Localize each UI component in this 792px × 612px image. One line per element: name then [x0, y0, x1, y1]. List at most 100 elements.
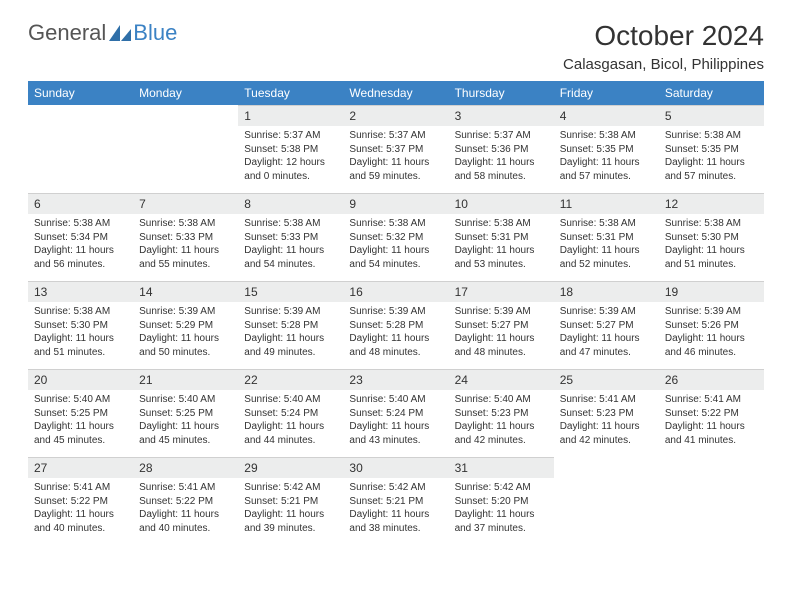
- day-header: Tuesday: [238, 81, 343, 105]
- day-number: 13: [28, 281, 133, 302]
- brand-text-general: General: [28, 20, 106, 46]
- day-number: 4: [554, 105, 659, 126]
- day-number: 25: [554, 369, 659, 390]
- day-content: Sunrise: 5:38 AMSunset: 5:31 PMDaylight:…: [449, 214, 554, 277]
- day-header: Friday: [554, 81, 659, 105]
- calendar-row: 6Sunrise: 5:38 AMSunset: 5:34 PMDaylight…: [28, 193, 764, 281]
- day-number: 10: [449, 193, 554, 214]
- day-number: 1: [238, 105, 343, 126]
- day-number: 11: [554, 193, 659, 214]
- calendar-body: 1Sunrise: 5:37 AMSunset: 5:38 PMDaylight…: [28, 105, 764, 545]
- day-number: 2: [343, 105, 448, 126]
- day-number: 31: [449, 457, 554, 478]
- calendar-cell: [554, 457, 659, 545]
- day-content: Sunrise: 5:38 AMSunset: 5:33 PMDaylight:…: [238, 214, 343, 277]
- day-content: Sunrise: 5:38 AMSunset: 5:30 PMDaylight:…: [28, 302, 133, 365]
- day-content: Sunrise: 5:38 AMSunset: 5:30 PMDaylight:…: [659, 214, 764, 277]
- day-number: 14: [133, 281, 238, 302]
- day-number: 28: [133, 457, 238, 478]
- day-content: Sunrise: 5:39 AMSunset: 5:26 PMDaylight:…: [659, 302, 764, 365]
- calendar-cell: 5Sunrise: 5:38 AMSunset: 5:35 PMDaylight…: [659, 105, 764, 193]
- day-content: Sunrise: 5:39 AMSunset: 5:28 PMDaylight:…: [238, 302, 343, 365]
- day-content: Sunrise: 5:41 AMSunset: 5:23 PMDaylight:…: [554, 390, 659, 453]
- calendar-cell: 25Sunrise: 5:41 AMSunset: 5:23 PMDayligh…: [554, 369, 659, 457]
- calendar-cell: 9Sunrise: 5:38 AMSunset: 5:32 PMDaylight…: [343, 193, 448, 281]
- location-text: Calasgasan, Bicol, Philippines: [563, 56, 764, 73]
- day-content: Sunrise: 5:40 AMSunset: 5:23 PMDaylight:…: [449, 390, 554, 453]
- day-number: 30: [343, 457, 448, 478]
- calendar-cell: 13Sunrise: 5:38 AMSunset: 5:30 PMDayligh…: [28, 281, 133, 369]
- day-content: Sunrise: 5:41 AMSunset: 5:22 PMDaylight:…: [133, 478, 238, 541]
- day-content: Sunrise: 5:42 AMSunset: 5:21 PMDaylight:…: [343, 478, 448, 541]
- calendar-cell: 10Sunrise: 5:38 AMSunset: 5:31 PMDayligh…: [449, 193, 554, 281]
- day-number: 18: [554, 281, 659, 302]
- day-number: 9: [343, 193, 448, 214]
- title-block: October 2024 Calasgasan, Bicol, Philippi…: [563, 20, 764, 73]
- day-number: 8: [238, 193, 343, 214]
- day-number: 12: [659, 193, 764, 214]
- day-content: Sunrise: 5:39 AMSunset: 5:27 PMDaylight:…: [449, 302, 554, 365]
- day-number: 27: [28, 457, 133, 478]
- day-number: 15: [238, 281, 343, 302]
- calendar-cell: 28Sunrise: 5:41 AMSunset: 5:22 PMDayligh…: [133, 457, 238, 545]
- calendar-cell: 12Sunrise: 5:38 AMSunset: 5:30 PMDayligh…: [659, 193, 764, 281]
- calendar-cell: 21Sunrise: 5:40 AMSunset: 5:25 PMDayligh…: [133, 369, 238, 457]
- day-header: Saturday: [659, 81, 764, 105]
- calendar-cell: 6Sunrise: 5:38 AMSunset: 5:34 PMDaylight…: [28, 193, 133, 281]
- brand-logo: General Blue: [28, 20, 177, 46]
- calendar-cell: 22Sunrise: 5:40 AMSunset: 5:24 PMDayligh…: [238, 369, 343, 457]
- calendar-head: SundayMondayTuesdayWednesdayThursdayFrid…: [28, 81, 764, 105]
- day-content: Sunrise: 5:41 AMSunset: 5:22 PMDaylight:…: [659, 390, 764, 453]
- day-number: 24: [449, 369, 554, 390]
- day-content: Sunrise: 5:38 AMSunset: 5:35 PMDaylight:…: [659, 126, 764, 189]
- calendar-cell: 18Sunrise: 5:39 AMSunset: 5:27 PMDayligh…: [554, 281, 659, 369]
- calendar-cell: [28, 105, 133, 193]
- calendar-cell: 24Sunrise: 5:40 AMSunset: 5:23 PMDayligh…: [449, 369, 554, 457]
- calendar-row: 27Sunrise: 5:41 AMSunset: 5:22 PMDayligh…: [28, 457, 764, 545]
- calendar-cell: 3Sunrise: 5:37 AMSunset: 5:36 PMDaylight…: [449, 105, 554, 193]
- calendar-cell: 7Sunrise: 5:38 AMSunset: 5:33 PMDaylight…: [133, 193, 238, 281]
- day-header: Sunday: [28, 81, 133, 105]
- calendar-row: 1Sunrise: 5:37 AMSunset: 5:38 PMDaylight…: [28, 105, 764, 193]
- day-content: Sunrise: 5:42 AMSunset: 5:20 PMDaylight:…: [449, 478, 554, 541]
- day-content: Sunrise: 5:40 AMSunset: 5:25 PMDaylight:…: [133, 390, 238, 453]
- day-content: Sunrise: 5:37 AMSunset: 5:38 PMDaylight:…: [238, 126, 343, 189]
- brand-text-blue: Blue: [133, 20, 177, 46]
- day-content: Sunrise: 5:37 AMSunset: 5:36 PMDaylight:…: [449, 126, 554, 189]
- calendar-cell: 27Sunrise: 5:41 AMSunset: 5:22 PMDayligh…: [28, 457, 133, 545]
- day-content: Sunrise: 5:37 AMSunset: 5:37 PMDaylight:…: [343, 126, 448, 189]
- day-content: Sunrise: 5:38 AMSunset: 5:35 PMDaylight:…: [554, 126, 659, 189]
- calendar-cell: 11Sunrise: 5:38 AMSunset: 5:31 PMDayligh…: [554, 193, 659, 281]
- day-number: 21: [133, 369, 238, 390]
- day-content: Sunrise: 5:38 AMSunset: 5:34 PMDaylight:…: [28, 214, 133, 277]
- page-header: General Blue October 2024 Calasgasan, Bi…: [28, 20, 764, 73]
- month-title: October 2024: [563, 20, 764, 52]
- day-number: 7: [133, 193, 238, 214]
- day-content: Sunrise: 5:39 AMSunset: 5:27 PMDaylight:…: [554, 302, 659, 365]
- calendar-cell: [659, 457, 764, 545]
- calendar-cell: 8Sunrise: 5:38 AMSunset: 5:33 PMDaylight…: [238, 193, 343, 281]
- calendar-cell: 1Sunrise: 5:37 AMSunset: 5:38 PMDaylight…: [238, 105, 343, 193]
- day-header: Monday: [133, 81, 238, 105]
- day-content: Sunrise: 5:39 AMSunset: 5:29 PMDaylight:…: [133, 302, 238, 365]
- day-number: 22: [238, 369, 343, 390]
- calendar-cell: 31Sunrise: 5:42 AMSunset: 5:20 PMDayligh…: [449, 457, 554, 545]
- calendar-cell: 17Sunrise: 5:39 AMSunset: 5:27 PMDayligh…: [449, 281, 554, 369]
- calendar-row: 20Sunrise: 5:40 AMSunset: 5:25 PMDayligh…: [28, 369, 764, 457]
- day-header-row: SundayMondayTuesdayWednesdayThursdayFrid…: [28, 81, 764, 105]
- day-content: Sunrise: 5:39 AMSunset: 5:28 PMDaylight:…: [343, 302, 448, 365]
- calendar-cell: 2Sunrise: 5:37 AMSunset: 5:37 PMDaylight…: [343, 105, 448, 193]
- calendar-cell: 26Sunrise: 5:41 AMSunset: 5:22 PMDayligh…: [659, 369, 764, 457]
- day-content: Sunrise: 5:41 AMSunset: 5:22 PMDaylight:…: [28, 478, 133, 541]
- day-content: Sunrise: 5:38 AMSunset: 5:32 PMDaylight:…: [343, 214, 448, 277]
- day-number: 6: [28, 193, 133, 214]
- day-content: Sunrise: 5:38 AMSunset: 5:33 PMDaylight:…: [133, 214, 238, 277]
- day-content: Sunrise: 5:40 AMSunset: 5:25 PMDaylight:…: [28, 390, 133, 453]
- day-content: Sunrise: 5:42 AMSunset: 5:21 PMDaylight:…: [238, 478, 343, 541]
- day-number: 17: [449, 281, 554, 302]
- calendar-cell: 29Sunrise: 5:42 AMSunset: 5:21 PMDayligh…: [238, 457, 343, 545]
- day-number: 26: [659, 369, 764, 390]
- calendar-cell: 20Sunrise: 5:40 AMSunset: 5:25 PMDayligh…: [28, 369, 133, 457]
- calendar-cell: 4Sunrise: 5:38 AMSunset: 5:35 PMDaylight…: [554, 105, 659, 193]
- calendar-cell: 19Sunrise: 5:39 AMSunset: 5:26 PMDayligh…: [659, 281, 764, 369]
